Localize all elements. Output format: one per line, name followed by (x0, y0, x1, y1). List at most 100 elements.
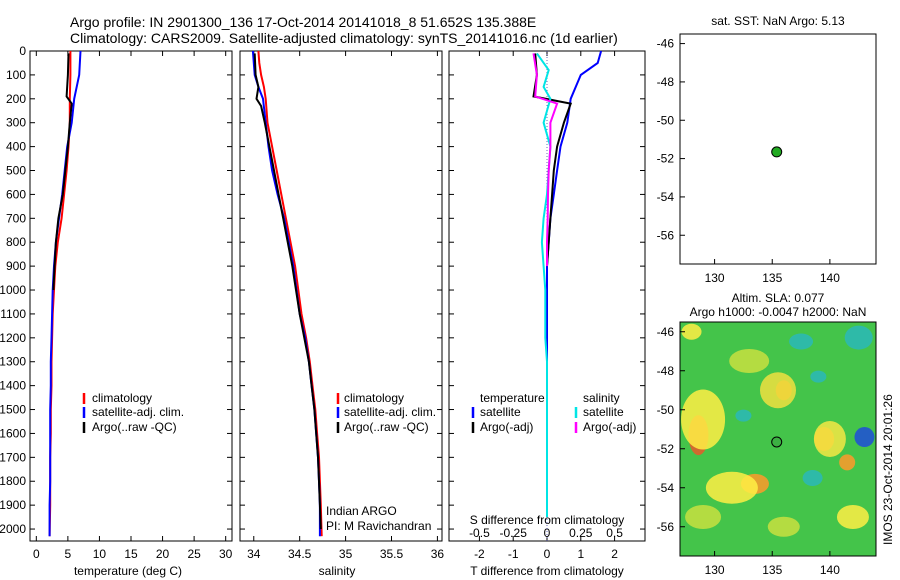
difference-legend-salinity-head: salinity (583, 391, 620, 405)
temperature-xtick-label: 10 (93, 547, 107, 561)
temperature-legend-climatology: climatology (92, 391, 152, 405)
sla-map-heat-blob (685, 505, 722, 529)
sst-map-ytick-label: -50 (657, 113, 675, 127)
difference-top-xtick-label: -0.5 (469, 526, 490, 540)
sla-map-heat-blob (767, 516, 800, 537)
sla-map-heat-blob (854, 427, 875, 448)
sla-map-title: Altim. SLA: 0.077 (732, 291, 825, 305)
figure-title-line1: Argo profile: IN 2901300_136 17-Oct-2014… (70, 14, 536, 30)
difference-xtick-label: -1 (508, 547, 519, 561)
sst-map-ytick-label: -46 (657, 37, 675, 51)
salinity-legend-satellite: satellite-adj. clim. (344, 405, 436, 419)
sst-map-xtick-label: 140 (820, 271, 840, 285)
sst-map-title: sat. SST: NaN Argo: 5.13 (711, 14, 845, 28)
sla-map-xtick-label: 140 (820, 563, 840, 577)
difference-legend-s-argo: Argo(-adj) (583, 420, 636, 434)
difference-xtick-label: 1 (577, 547, 584, 561)
temperature-xtick-label: 20 (156, 547, 170, 561)
temperature-ytick-label: 0 (19, 44, 26, 58)
sla-map-panel: 130 135 140 -46 -48 -50 -52 -54 -56 (657, 321, 877, 577)
sla-map-heat-blob (760, 372, 796, 409)
temperature-xtick-label: 25 (187, 547, 201, 561)
sla-map-heat-blob (789, 333, 814, 350)
temperature-ytick-label: 1800 (0, 474, 26, 488)
sla-map-heat-blob (810, 370, 827, 383)
temperature-ytick-label: 1300 (0, 355, 26, 369)
temperature-ytick-label: 700 (6, 211, 26, 225)
sla-map-xtick-label: 130 (705, 563, 725, 577)
temperature-ytick-label: 1000 (0, 283, 26, 297)
temperature-ytick-label: 1100 (0, 307, 26, 321)
salinity-xlabel: salinity (319, 564, 356, 578)
salinity-xtick-label: 35.5 (380, 547, 404, 561)
sla-map-heat-blob (729, 349, 770, 373)
difference-series-line (536, 52, 552, 518)
salinity-series-line (257, 50, 323, 537)
difference-legend-temperature-head: temperature (480, 391, 545, 405)
temperature-panel: 0 5 10 15 20 25 300100200300400500600700800900… (0, 44, 233, 561)
sla-map-ytick-label: -52 (657, 442, 675, 456)
sla-map-subtitle: Argo h1000: -0.0047 h2000: NaN (690, 305, 867, 319)
sla-map-heat-blob (839, 454, 856, 471)
difference-top-xtick-label: 0 (544, 526, 551, 540)
figure-title-line2: Climatology: CARS2009. Satellite-adjuste… (70, 30, 618, 46)
difference-top-xlabel: S difference from climatology (470, 513, 625, 527)
salinity-note-program: Indian ARGO (326, 504, 397, 518)
salinity-series-line (253, 53, 322, 530)
temperature-axes-frame (29, 50, 233, 542)
sla-map-heat-blob (802, 470, 823, 486)
difference-top-xtick-label: 0.25 (569, 526, 593, 540)
temperature-ytick-label: 100 (6, 68, 26, 82)
sla-map-xtick-label: 135 (762, 563, 782, 577)
temperature-ytick-label: 600 (6, 187, 26, 201)
sst-map-ytick-label: -52 (657, 152, 675, 166)
difference-top-xtick-label: -0.25 (500, 526, 528, 540)
temperature-ytick-label: 300 (6, 116, 26, 130)
sla-map-ytick-label: -50 (657, 403, 675, 417)
difference-xlabel: T difference from climatology (470, 564, 624, 578)
sla-map-heat-blob (813, 421, 846, 457)
sla-map-heat-blob (844, 325, 873, 350)
sla-map-ytick-label: -48 (657, 364, 675, 378)
temperature-xlabel: temperature (deg C) (74, 564, 182, 578)
temperature-ytick-label: 900 (6, 259, 26, 273)
salinity-xtick-label: 35 (339, 547, 353, 561)
sla-map-heat-blob (681, 323, 702, 340)
sla-map-float-marker (771, 436, 783, 448)
salinity-xtick-label: 36 (431, 547, 445, 561)
salinity-xtick-label: 34 (247, 547, 261, 561)
sla-map-ytick-label: -54 (657, 481, 675, 495)
difference-xtick-label: 2 (611, 547, 618, 561)
difference-top-xtick-label: 0.5 (606, 526, 623, 540)
temperature-ytick-label: 400 (6, 140, 26, 154)
sst-map-float-marker (771, 146, 783, 158)
temperature-ytick-label: 200 (6, 92, 26, 106)
difference-series-line (546, 50, 603, 518)
temperature-ytick-label: 500 (6, 164, 26, 178)
difference-series-line (532, 53, 573, 267)
difference-xtick-label: 0 (544, 547, 551, 561)
sla-map-ytick-label: -56 (657, 520, 675, 534)
sst-map-ytick-label: -48 (657, 75, 675, 89)
difference-series-line (532, 53, 559, 267)
temperature-xtick-label: 5 (65, 547, 72, 561)
salinity-note-pi: PI: M Ravichandran (326, 519, 431, 533)
temperature-legend-satellite: satellite-adj. clim. (92, 405, 184, 419)
temperature-ytick-label: 1900 (0, 498, 26, 512)
temperature-ytick-label: 1600 (0, 426, 26, 440)
sst-map-ytick-label: -56 (657, 228, 675, 242)
sst-map-panel: 130 135 140 -46 -48 -50 -52 -54 -56 (657, 33, 877, 285)
salinity-panel: 34 34.5 35 35.5 36 (239, 50, 445, 561)
temperature-ytick-label: 2000 (0, 522, 26, 536)
sla-map-ytick-label: -46 (657, 325, 675, 339)
temperature-xtick-label: 0 (33, 547, 40, 561)
temperature-ytick-label: 1700 (0, 450, 26, 464)
difference-xtick-label: -2 (474, 547, 485, 561)
sst-map-axes-frame (679, 33, 877, 265)
temperature-ytick-label: 1500 (0, 403, 26, 417)
sst-map-xtick-label: 135 (762, 271, 782, 285)
salinity-series-line (251, 50, 321, 537)
difference-legend-s-satellite: satellite (583, 405, 624, 419)
temperature-xtick-label: 30 (219, 547, 233, 561)
